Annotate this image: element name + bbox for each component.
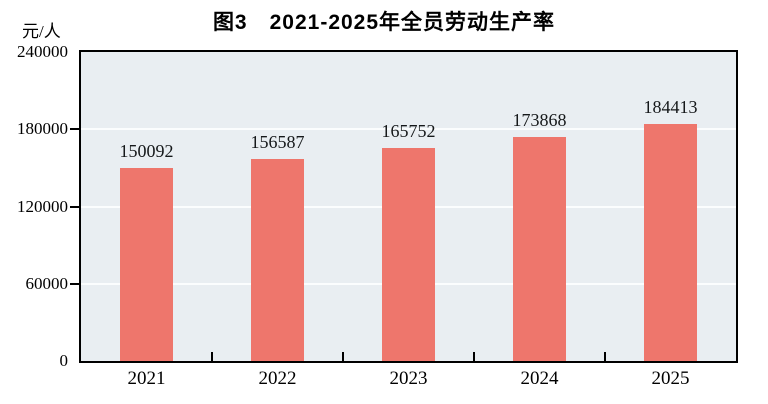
plot-area: 150092 156587 165752 173868 184413 xyxy=(79,50,738,363)
x-category-label-2023: 2023 xyxy=(389,368,428,389)
y-axis-tick-120000 xyxy=(70,205,79,208)
bar-2022 xyxy=(251,159,304,361)
x-category-label-2024: 2024 xyxy=(520,368,559,389)
x-axis-tick-4 xyxy=(604,352,606,361)
y-axis-tick-180000 xyxy=(70,128,79,131)
bar-value-label-2023: 165752 xyxy=(381,121,436,141)
bar-value-label-2021: 150092 xyxy=(119,141,174,161)
x-category-label-2025: 2025 xyxy=(651,368,690,389)
gridline-180000 xyxy=(81,128,736,131)
bar-value-label-2022: 156587 xyxy=(250,132,305,152)
y-tick-label-240000: 240000 xyxy=(17,42,68,61)
x-axis-tick-2 xyxy=(342,352,344,361)
y-tick-label-60000: 60000 xyxy=(25,273,69,293)
bar-2024 xyxy=(513,137,566,361)
x-category-label-2021: 2021 xyxy=(127,368,166,389)
bar-2023 xyxy=(382,148,435,361)
chart-title: 图3 2021-2025年全员劳动生产率 xyxy=(212,11,556,34)
bar-2025 xyxy=(644,124,697,361)
y-axis-tick-60000 xyxy=(70,282,79,285)
y-tick-label-120000: 120000 xyxy=(17,196,68,216)
bar-value-label-2025: 184413 xyxy=(643,97,698,117)
y-axis-unit-label: 元/人 xyxy=(22,22,61,41)
bar-2021 xyxy=(120,168,173,361)
x-axis-tick-1 xyxy=(211,352,213,361)
bar-value-label-2024: 173868 xyxy=(512,110,567,130)
x-category-label-2022: 2022 xyxy=(258,368,297,389)
y-tick-label-0: 0 xyxy=(59,351,69,370)
y-tick-label-180000: 180000 xyxy=(17,119,68,139)
x-axis-tick-3 xyxy=(473,352,475,361)
